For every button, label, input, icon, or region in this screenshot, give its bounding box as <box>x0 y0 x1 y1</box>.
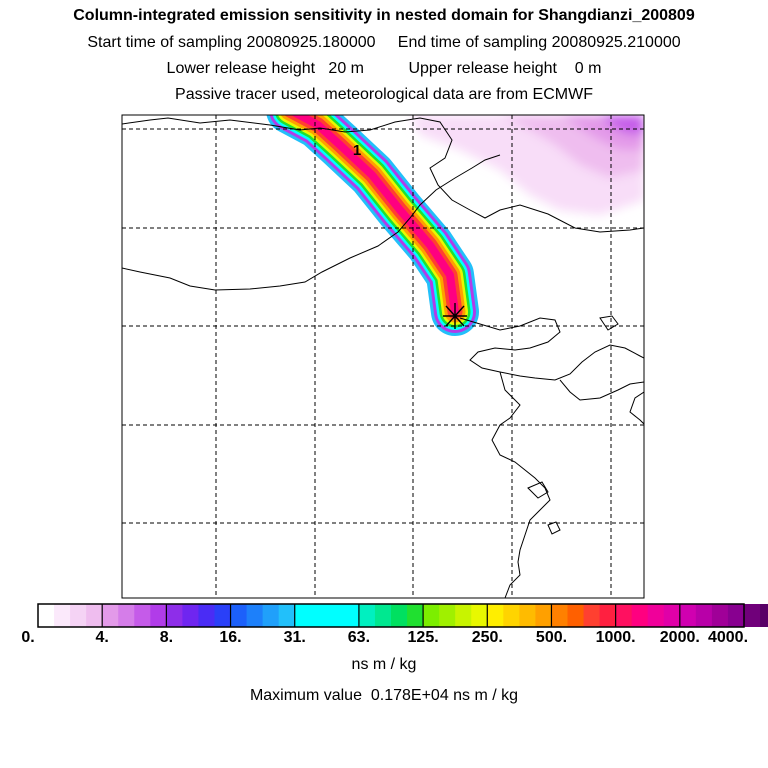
colorbar-swatch <box>214 604 232 627</box>
colorbar-swatch <box>374 604 392 627</box>
colorbar-tick-label: 16. <box>219 629 242 646</box>
lat-lon-grid <box>122 115 644 598</box>
colorbar-swatch <box>471 604 488 627</box>
colorbar-swatch <box>407 604 424 627</box>
colorbar-swatch <box>134 604 151 627</box>
colorbar-swatch <box>262 604 280 627</box>
colorbar-swatch <box>358 604 376 627</box>
colorbar-swatch <box>711 604 729 627</box>
colorbar-swatch <box>695 604 713 627</box>
colorbar-swatch <box>615 604 633 627</box>
colorbar-swatch <box>551 604 569 627</box>
colorbar-tick-label: 63. <box>347 629 371 646</box>
colorbar-swatch <box>54 604 71 627</box>
colorbar-swatch <box>760 604 768 627</box>
colorbar-swatch <box>455 604 472 627</box>
colorbar-tick-label: 4. <box>95 629 109 646</box>
plume-label: 1 <box>353 142 361 159</box>
sampling-time-line: Start time of sampling 20080925.180000 E… <box>87 34 681 51</box>
colorbar-swatch <box>166 604 184 627</box>
release-site-asterisk-icon <box>443 303 467 329</box>
colorbar-swatch <box>439 604 456 627</box>
colorbar-swatch <box>310 604 328 627</box>
colorbar-swatch <box>150 604 167 627</box>
colorbar-swatch <box>182 604 200 627</box>
colorbar-tick-label: 1000. <box>595 629 636 646</box>
colorbar-swatch <box>567 604 585 627</box>
colorbar-swatch <box>198 604 216 627</box>
colorbar-swatch <box>663 604 681 627</box>
colorbar-swatch <box>679 604 697 627</box>
colorbar-swatch <box>503 604 520 627</box>
tracer-info-line: Passive tracer used, meteorological data… <box>175 86 593 103</box>
colorbar-swatch <box>391 604 408 627</box>
colorbar-swatch <box>727 604 745 627</box>
colorbar-tick-label: 8. <box>159 629 174 646</box>
colorbar-swatch <box>70 604 87 627</box>
colorbar-swatch <box>326 604 344 627</box>
colorbar-tick-label: 250. <box>471 629 503 646</box>
maximum-value-text: Maximum value 0.178E+04 ns m / kg <box>249 687 519 704</box>
colorbar-swatch <box>86 604 103 627</box>
colorbar-swatch <box>278 604 296 627</box>
colorbar-tick-label: 31. <box>283 629 306 646</box>
colorbar-swatch <box>423 604 440 627</box>
colorbar-swatch <box>294 604 312 627</box>
colorbar-tick-label: 4000. <box>707 629 749 646</box>
colorbar-swatch <box>535 604 553 627</box>
colorbar-dividers <box>101 604 681 627</box>
colorbar-swatch <box>599 604 617 627</box>
colorbar-swatch <box>230 604 248 627</box>
plot-title: Column-integrated emission sensitivity i… <box>73 7 695 24</box>
colorbar-swatch <box>583 604 601 627</box>
colorbar-swatch <box>631 604 649 627</box>
colorbar-swatch <box>118 604 135 627</box>
colorbar-tick-label: 125. <box>407 629 439 646</box>
colorbar-tick-label: 2000. <box>659 629 700 646</box>
colorbar-tick-label: 0. <box>21 629 35 646</box>
colorbar-tick-label: 500. <box>535 629 568 646</box>
colorbar-swatch <box>487 604 504 627</box>
background-sensitivity-field <box>410 115 644 215</box>
colorbar-swatch <box>38 604 55 627</box>
colorbar-swatch <box>246 604 264 627</box>
colorbar-swatch <box>102 604 119 627</box>
colorbar-swatch <box>342 604 360 627</box>
colorbar-swatch <box>647 604 665 627</box>
colorbar-units: ns m / kg <box>351 656 417 673</box>
colorbar-frame <box>37 603 745 628</box>
map-frame <box>121 114 645 599</box>
colorbar-swatch <box>519 604 537 627</box>
colorbar-swatch <box>744 604 761 627</box>
colorbar <box>38 604 768 627</box>
coastlines-borders <box>122 117 644 598</box>
release-height-line: Lower release height 20 m Upper release … <box>166 60 602 77</box>
